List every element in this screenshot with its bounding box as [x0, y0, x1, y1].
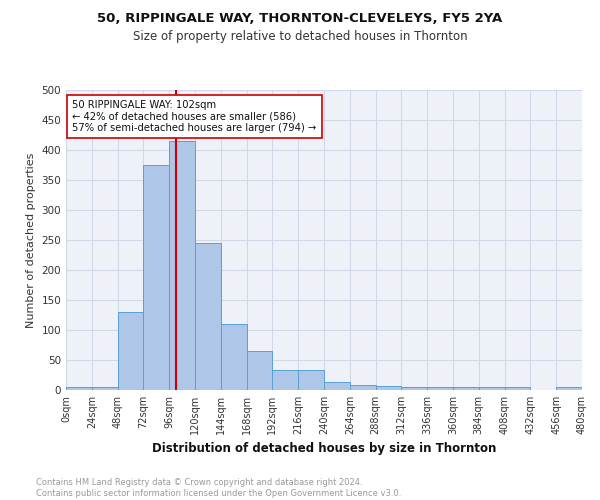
Bar [221, 324, 247, 390]
Bar [118, 312, 143, 390]
Bar [298, 370, 324, 390]
Bar [247, 351, 272, 390]
Bar [92, 387, 118, 390]
Y-axis label: Number of detached properties: Number of detached properties [26, 152, 36, 328]
Bar [479, 387, 505, 390]
Text: 50, RIPPINGALE WAY, THORNTON-CLEVELEYS, FY5 2YA: 50, RIPPINGALE WAY, THORNTON-CLEVELEYS, … [97, 12, 503, 26]
Bar [453, 387, 479, 390]
Bar [169, 141, 195, 390]
Bar [556, 387, 582, 390]
X-axis label: Distribution of detached houses by size in Thornton: Distribution of detached houses by size … [152, 442, 496, 456]
Bar [350, 385, 376, 390]
Bar [66, 387, 92, 390]
Text: Size of property relative to detached houses in Thornton: Size of property relative to detached ho… [133, 30, 467, 43]
Bar [505, 387, 530, 390]
Bar [401, 387, 427, 390]
Bar [427, 387, 453, 390]
Bar [272, 370, 298, 390]
Bar [195, 243, 221, 390]
Bar [324, 382, 350, 390]
Bar [143, 165, 169, 390]
Text: Contains HM Land Registry data © Crown copyright and database right 2024.
Contai: Contains HM Land Registry data © Crown c… [36, 478, 401, 498]
Bar [376, 386, 401, 390]
Text: 50 RIPPINGALE WAY: 102sqm
← 42% of detached houses are smaller (586)
57% of semi: 50 RIPPINGALE WAY: 102sqm ← 42% of detac… [73, 100, 317, 134]
